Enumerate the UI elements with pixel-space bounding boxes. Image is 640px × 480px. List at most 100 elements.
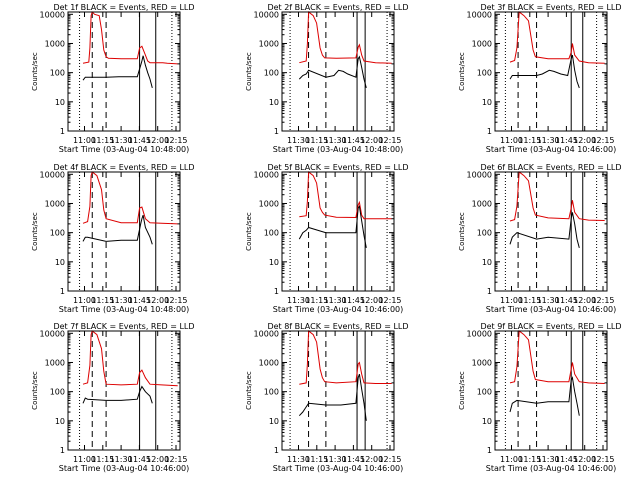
x-tick-label: 11:30: [537, 296, 560, 305]
y-tick-label: 100: [477, 388, 492, 397]
y-tick-label: 100: [264, 69, 279, 78]
x-tick-label: 11:45: [128, 296, 151, 305]
x-tick-label: 12:00: [360, 136, 383, 145]
chart-title: Det 1f BLACK = Events, RED = LLD: [53, 3, 194, 12]
y-tick-label: 1000: [259, 358, 279, 367]
y-axis-label: Counts/sec: [458, 212, 466, 251]
series-lld-line: [299, 171, 392, 220]
y-tick-label: 10000: [467, 329, 492, 338]
x-tick-label: 12:15: [164, 296, 187, 305]
y-axis-label: Counts/sec: [245, 371, 253, 410]
x-tick-label: 11:30: [537, 455, 560, 464]
chart-panel-5: 11010010001000011:3011:1511:3011:4512:00…: [245, 163, 409, 314]
x-axis-label: Start Time (03-Aug-04 10:48:00): [59, 305, 190, 314]
x-tick-label: 11:00: [500, 296, 523, 305]
x-tick-label: 12:15: [164, 455, 187, 464]
chart-panel-1: 1 10 100 1000 10000 11:0011:1511:3011:4512:00…: [31, 3, 195, 154]
x-tick-label: 12:15: [591, 296, 614, 305]
x-tick-label: 11:45: [342, 296, 365, 305]
y-tick-label: 10: [482, 417, 492, 426]
x-tick-label: 11:45: [555, 296, 578, 305]
x-tick-label: 11:30: [287, 455, 310, 464]
series-lld-line: [82, 330, 178, 387]
y-tick-label: 1: [274, 287, 279, 296]
y-tick-label: 1000: [259, 199, 279, 208]
y-tick-label: 10: [55, 417, 65, 426]
x-tick-label: 12:15: [378, 296, 401, 305]
series-events-line: [509, 376, 580, 416]
x-tick-label: 12:15: [164, 136, 187, 145]
x-tick-label: 12:00: [360, 455, 383, 464]
plot-frame: [67, 171, 181, 292]
chart-panel-6: 1 10 100 1000 10000 11:0011:1511:3011:4512:00…: [458, 163, 622, 314]
series-events-line: [298, 373, 367, 421]
y-tick-label: 10000: [254, 10, 279, 19]
y-tick-label: 1000: [472, 39, 492, 48]
chart-title: Det 5f BLACK = Events, RED = LLD: [267, 163, 408, 172]
plot-frame: [494, 11, 608, 132]
plot-frame: [281, 330, 395, 451]
x-tick-label: 11:45: [342, 136, 365, 145]
series-lld-line: [299, 330, 392, 385]
y-tick-label: 100: [264, 388, 279, 397]
chart-panel-9: 1 10 100 1000 10000 11:0011:1511:3011:4512:00…: [458, 322, 622, 473]
chart-panel-4: 1 10 100 1000 10000 11:0011:1511:3011:4512:00…: [31, 163, 195, 314]
plot-frame: [281, 171, 395, 292]
y-tick-label: 10: [55, 258, 65, 267]
x-tick-label: 11:30: [287, 296, 310, 305]
y-tick-label: 1: [60, 446, 65, 455]
y-tick-label: 1000: [45, 199, 65, 208]
x-axis-label: Start Time (03-Aug-04 10:46:00): [486, 464, 617, 473]
series-lld-line: [509, 11, 605, 64]
x-axis-label: Start Time (03-Aug-04 10:46:00): [486, 145, 617, 154]
x-tick-label: 11:30: [110, 136, 133, 145]
y-tick-label: 10: [269, 417, 279, 426]
x-tick-label: 12:00: [146, 136, 169, 145]
x-tick-label: 11:15: [518, 455, 541, 464]
y-tick-label: 10: [482, 98, 492, 107]
series-events-line: [509, 54, 580, 89]
y-tick-label: 100: [264, 229, 279, 238]
x-tick-label: 11:30: [110, 296, 133, 305]
x-tick-label: 12:15: [591, 455, 614, 464]
x-tick-label: 11:15: [91, 136, 114, 145]
chart-panel-3: 1 10 100 1000 10000 11:0011:1511:3011:4512:00…: [458, 3, 622, 154]
y-tick-label: 1: [60, 127, 65, 136]
y-tick-label: 1000: [472, 358, 492, 367]
x-tick-label: 11:30: [324, 136, 347, 145]
x-tick-label: 12:00: [146, 455, 169, 464]
plot-frame: [494, 171, 608, 292]
x-axis-label: Start Time (03-Aug-04 10:48:00): [59, 145, 190, 154]
x-tick-label: 12:00: [573, 296, 596, 305]
series-lld-line: [299, 11, 392, 64]
x-axis-label: Start Time (03-Aug-04 10:46:00): [59, 464, 190, 473]
x-tick-label: 11:00: [500, 136, 523, 145]
x-axis-label: Start Time (03-Aug-04 10:46:00): [273, 464, 404, 473]
x-tick-label: 11:45: [555, 136, 578, 145]
x-tick-label: 11:45: [128, 136, 151, 145]
series-lld-line: [82, 11, 178, 65]
chart-title: Det 6f BLACK = Events, RED = LLD: [480, 163, 621, 172]
y-tick-label: 1: [487, 127, 492, 136]
plot-frame: [67, 330, 181, 451]
y-tick-label: 100: [50, 388, 65, 397]
y-tick-label: 1000: [45, 358, 65, 367]
series-events-line: [298, 205, 367, 248]
x-tick-label: 11:45: [342, 455, 365, 464]
x-tick-label: 11:30: [324, 455, 347, 464]
y-tick-label: 100: [477, 69, 492, 78]
x-tick-label: 11:00: [73, 455, 96, 464]
x-tick-label: 11:30: [324, 296, 347, 305]
x-tick-label: 11:15: [91, 455, 114, 464]
x-tick-label: 11:30: [537, 136, 560, 145]
y-axis-label: Counts/sec: [245, 52, 253, 91]
series-lld-line: [509, 171, 605, 222]
x-tick-label: 12:00: [573, 136, 596, 145]
chart-panel-7: 1 10 100 1000 10000 11:0011:1511:3011:4512:00…: [31, 322, 195, 473]
chart-title: Det 4f BLACK = Events, RED = LLD: [53, 163, 194, 172]
x-tick-label: 11:15: [91, 296, 114, 305]
series-lld-line: [509, 330, 605, 384]
y-axis-label: Counts/sec: [458, 371, 466, 410]
y-tick-label: 10: [482, 258, 492, 267]
